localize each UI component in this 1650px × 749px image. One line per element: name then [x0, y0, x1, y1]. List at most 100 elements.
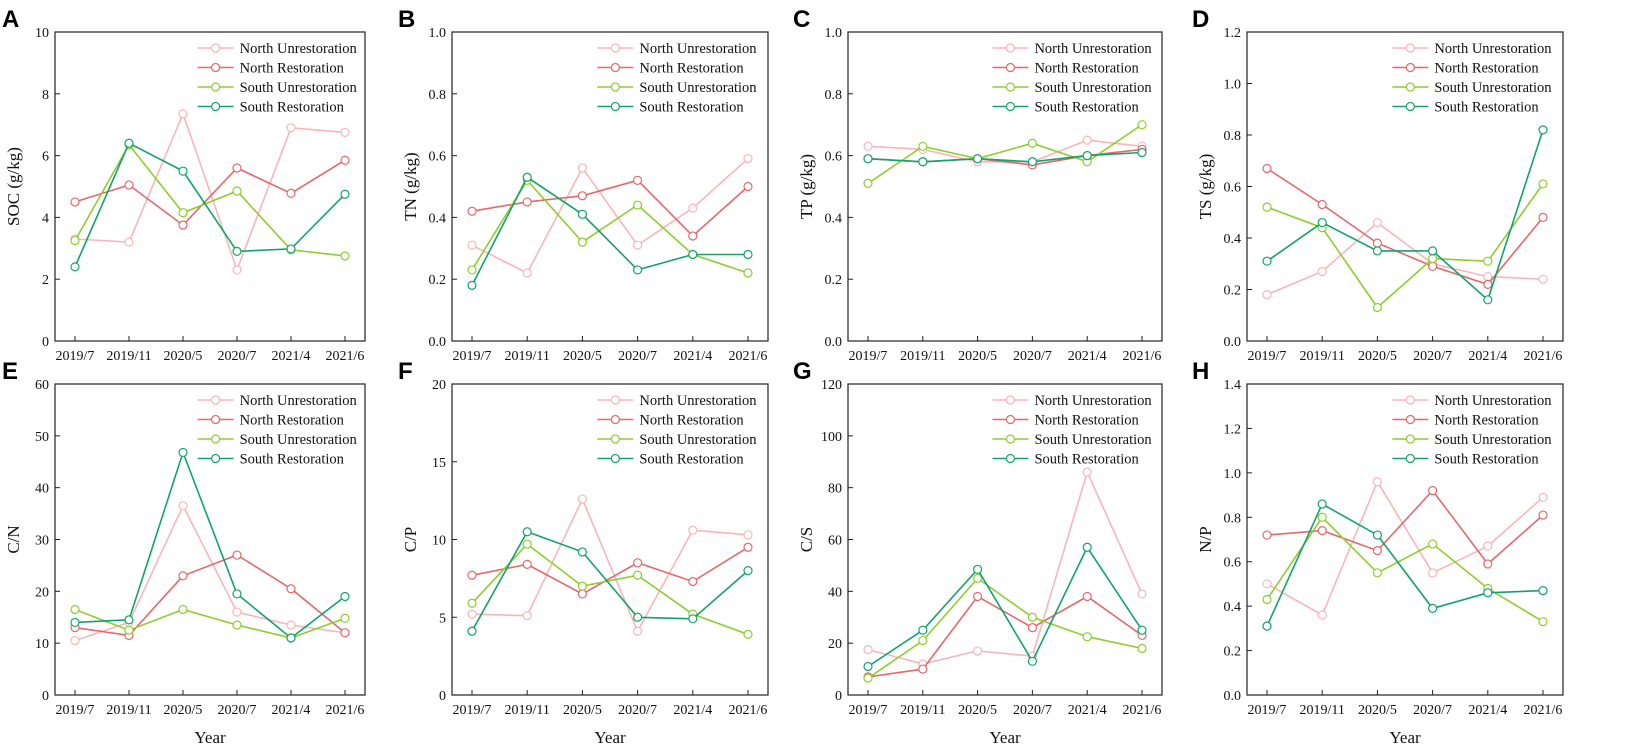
data-point	[918, 664, 928, 674]
y-tick-label: 2	[42, 273, 49, 288]
legend-marker	[1005, 395, 1016, 405]
x-tick-label: 2020/5	[958, 703, 997, 718]
data-point	[1082, 135, 1092, 145]
x-tick-label: 2020/7	[1413, 349, 1452, 364]
x-tick-label: 2020/7	[218, 349, 257, 364]
data-point	[1262, 163, 1272, 174]
legend-label: South Unrestoration	[1034, 432, 1152, 448]
y-tick-label: 0.4	[825, 211, 843, 226]
data-point	[632, 612, 643, 622]
legend-label: North Restoration	[1034, 61, 1139, 77]
data-point	[743, 268, 753, 278]
data-point	[1372, 530, 1383, 540]
series-line	[471, 497, 749, 634]
legend-label: South Restoration	[1434, 452, 1539, 468]
panel-b: 0.0 0.2 0.4 0.6 0.8 1.0 2019/7 2019/11 2020/5 202…	[398, 6, 769, 364]
legend-marker	[610, 434, 620, 444]
data-point	[232, 186, 242, 196]
y-tick-label: 10	[432, 534, 446, 549]
x-tick-label: 2019/7	[56, 703, 95, 718]
y-tick-label: 0.6	[1224, 556, 1242, 571]
data-point	[1082, 467, 1092, 477]
data-point	[863, 178, 873, 189]
x-axis-title: Year	[194, 728, 226, 747]
data-point	[70, 197, 80, 207]
data-point	[1427, 254, 1438, 264]
data-point	[1027, 623, 1038, 633]
data-point	[1372, 568, 1383, 578]
plot-frame	[54, 383, 366, 696]
legend-marker	[211, 434, 221, 444]
data-point	[863, 645, 873, 655]
data-point	[124, 625, 134, 635]
data-point	[577, 581, 588, 591]
data-point	[124, 180, 134, 190]
data-point	[467, 240, 477, 250]
series-line	[74, 554, 346, 637]
y-tick-label: 40	[828, 585, 842, 600]
y-axis-title: SOC (g/kg)	[4, 147, 23, 226]
x-tick-label: 2019/11	[505, 703, 550, 718]
data-point	[688, 525, 698, 535]
legend-label: South Unrestoration	[639, 80, 757, 96]
series-line	[867, 577, 1143, 679]
legend-label: North Unrestoration	[1034, 393, 1152, 409]
x-tick-label: 2019/7	[56, 349, 95, 364]
y-axis-title: N/P	[1196, 526, 1215, 552]
data-point	[743, 565, 753, 576]
data-point	[1082, 591, 1092, 602]
x-axis-title: Year	[989, 728, 1021, 747]
legend-marker	[1405, 434, 1415, 444]
panel-label: B	[398, 6, 415, 33]
legend-marker	[1005, 43, 1016, 53]
data-point	[286, 123, 296, 133]
y-axis-title: TN (g/kg)	[401, 152, 420, 220]
data-point	[918, 141, 928, 151]
x-tick-label: 2021/4	[1068, 349, 1107, 364]
legend-label: South Unrestoration	[639, 432, 757, 448]
legend-marker	[1005, 101, 1016, 112]
data-point	[1538, 212, 1548, 222]
plot-frame	[847, 31, 1163, 342]
legend-marker	[211, 62, 221, 73]
panel-d: 0.0 0.2 0.4 0.6 0.8 1.0 1.2 2019/7 2019/11 2020/5…	[1192, 6, 1564, 364]
y-tick-label: 20	[35, 585, 49, 600]
data-point	[1082, 151, 1092, 161]
x-tick-label: 2020/7	[618, 349, 657, 364]
data-point	[632, 200, 643, 210]
y-tick-label: 0	[835, 689, 842, 704]
data-point	[232, 550, 242, 560]
legend-marker	[1405, 453, 1415, 464]
panel-label: E	[2, 358, 18, 385]
data-point	[918, 635, 928, 646]
data-point	[178, 109, 188, 119]
data-point	[1137, 147, 1147, 158]
y-tick-label: 0.2	[429, 273, 447, 288]
data-point	[178, 208, 188, 218]
data-point	[467, 598, 477, 608]
data-point	[743, 629, 753, 639]
y-tick-label: 1.2	[1224, 26, 1242, 41]
y-tick-label: 60	[35, 378, 49, 393]
data-point	[1317, 266, 1327, 277]
data-point	[340, 613, 350, 623]
legend-marker	[610, 62, 620, 73]
y-tick-label: 0.6	[429, 150, 447, 165]
y-tick-label: 8	[42, 88, 49, 103]
data-point	[178, 166, 188, 176]
data-point	[124, 138, 134, 148]
x-tick-label: 2019/7	[849, 349, 888, 364]
data-point	[70, 262, 80, 272]
legend-marker	[211, 43, 221, 53]
data-point	[1137, 120, 1147, 130]
legend-marker	[610, 414, 620, 425]
y-tick-label: 5	[439, 611, 446, 626]
data-point	[1372, 477, 1383, 487]
legend-label: North Restoration	[240, 413, 345, 429]
legend-label: South Restoration	[1034, 100, 1139, 116]
data-point	[1262, 530, 1272, 540]
series-line	[471, 179, 749, 238]
data-point	[340, 127, 350, 138]
panel-c: 0.0 0.2 0.4 0.6 0.8 1.0 2019/7 2019/11 2020/5 202…	[793, 6, 1163, 364]
data-point	[1427, 486, 1438, 496]
